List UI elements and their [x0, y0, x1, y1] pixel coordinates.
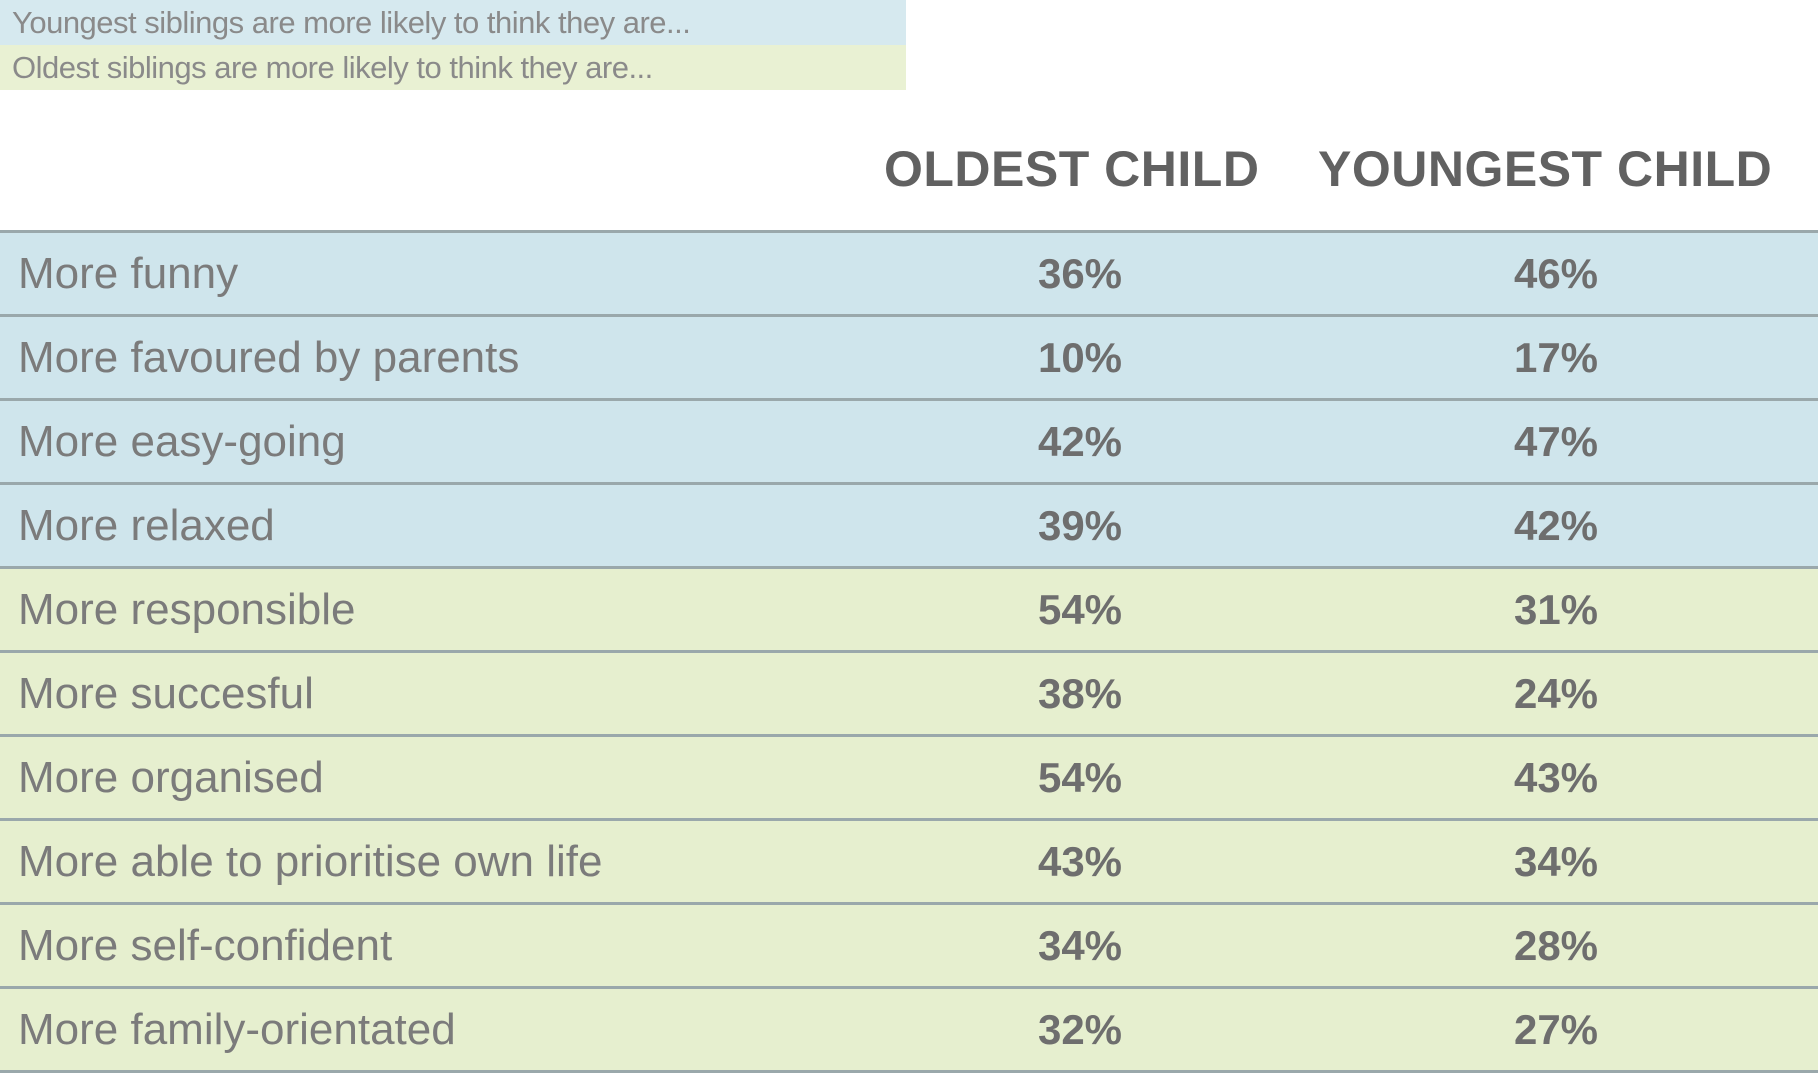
oldest-value: 36% [1037, 250, 1123, 297]
table-row: More able to prioritise own life 43% 34% [0, 821, 1818, 905]
youngest-value: 42% [1513, 502, 1599, 549]
table-row: More responsible 54% 31% [0, 569, 1818, 653]
oldest-value: 32% [1037, 1006, 1123, 1053]
youngest-value: 24% [1513, 670, 1599, 717]
oldest-value: 34% [1037, 922, 1123, 969]
column-header-youngest: YOUNGEST CHILD [1318, 141, 1773, 197]
row-label: More succesful [18, 669, 314, 718]
table-row: More favoured by parents 10% 17% [0, 317, 1818, 401]
table-header: OLDEST CHILD YOUNGEST CHILD [0, 122, 1818, 212]
row-label: More easy-going [18, 417, 346, 466]
legend-youngest: Youngest siblings are more likely to thi… [0, 0, 906, 45]
youngest-value: 27% [1513, 1006, 1599, 1053]
row-label: More responsible [18, 585, 356, 634]
row-label: More self-confident [18, 921, 393, 970]
table-row: More self-confident 34% 28% [0, 905, 1818, 989]
oldest-value: 43% [1037, 838, 1123, 885]
youngest-value: 47% [1513, 418, 1599, 465]
column-header-oldest: OLDEST CHILD [884, 141, 1260, 197]
table-row: More relaxed 39% 42% [0, 485, 1818, 569]
row-label: More organised [18, 753, 324, 802]
table-row: More family-orientated 32% 27% [0, 989, 1818, 1073]
comparison-table: More funny 36% 46% More favoured by parents… [0, 230, 1818, 1073]
youngest-value: 28% [1513, 922, 1599, 969]
row-label: More funny [18, 249, 239, 298]
oldest-value: 54% [1037, 586, 1123, 633]
row-label: More favoured by parents [18, 333, 520, 382]
row-label: More relaxed [18, 501, 275, 550]
youngest-value: 31% [1513, 586, 1599, 633]
table-row: More funny 36% 46% [0, 233, 1818, 317]
youngest-value: 43% [1513, 754, 1599, 801]
oldest-value: 42% [1037, 418, 1123, 465]
oldest-value: 10% [1037, 334, 1123, 381]
row-label: More able to prioritise own life [18, 837, 603, 886]
youngest-value: 17% [1513, 334, 1599, 381]
row-label: More family-orientated [18, 1005, 456, 1054]
youngest-value: 34% [1513, 838, 1599, 885]
legend: Youngest siblings are more likely to thi… [0, 0, 906, 90]
youngest-value: 46% [1513, 250, 1599, 297]
table-row: More succesful 38% 24% [0, 653, 1818, 737]
oldest-value: 38% [1037, 670, 1123, 717]
table-row: More easy-going 42% 47% [0, 401, 1818, 485]
oldest-value: 39% [1037, 502, 1123, 549]
table-row: More organised 54% 43% [0, 737, 1818, 821]
legend-oldest: Oldest siblings are more likely to think… [0, 45, 906, 90]
oldest-value: 54% [1037, 754, 1123, 801]
